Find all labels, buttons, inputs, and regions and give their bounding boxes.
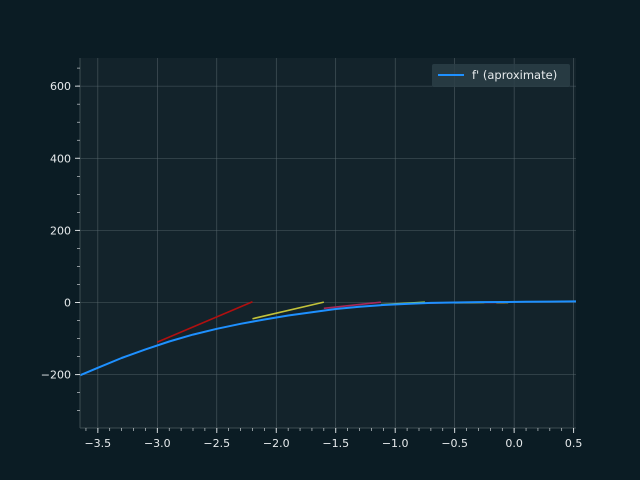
x-tick-label: −3.5 (84, 437, 111, 450)
y-tick-label: 0 (64, 297, 71, 310)
x-tick-label: 0.0 (505, 437, 523, 450)
legend: f' (aproximate) (432, 64, 570, 87)
x-tick-label: 0.5 (565, 437, 583, 450)
series-lines (79, 300, 577, 377)
x-tick-label: −1.0 (382, 437, 409, 450)
series-line (79, 300, 577, 377)
legend-label: f' (aproximate) (472, 68, 557, 82)
legend-box (432, 64, 570, 87)
x-tick-label: −3.0 (144, 437, 171, 450)
tangent-segment (252, 301, 325, 320)
y-axis: −200 0 200 400 600 (41, 58, 81, 428)
x-tick-label: −0.5 (441, 437, 468, 450)
x-axis: −3.5 −3.0 −2.5 −2.0 −1.5 −1.0 −0.5 0.0 0.5 (80, 427, 583, 450)
x-tick-label: −2.0 (263, 437, 290, 450)
y-tick-label: 400 (50, 152, 71, 165)
x-tick-label: −1.5 (322, 437, 349, 450)
tangent-segment (157, 301, 253, 343)
x-tick-label: −2.5 (203, 437, 230, 450)
y-tick-label: −200 (41, 369, 71, 382)
y-tick-label: 600 (50, 80, 71, 93)
plot-area (80, 58, 576, 428)
y-tick-label: 200 (50, 224, 71, 237)
tangent-segment (323, 301, 382, 310)
